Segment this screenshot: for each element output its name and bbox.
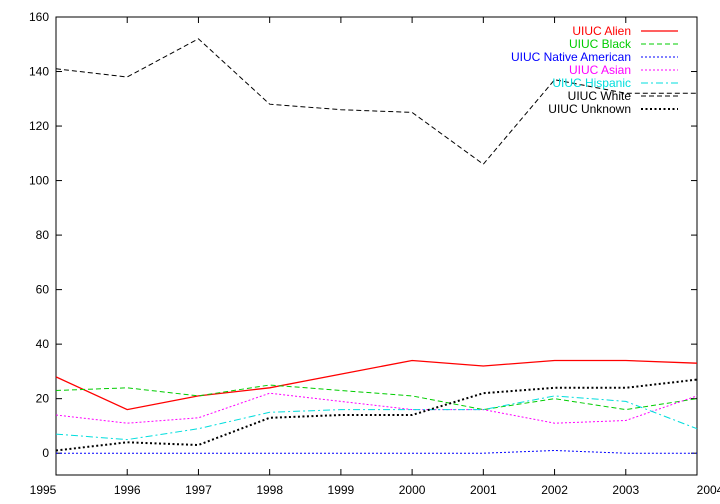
x-tick-label: 1997 [185, 483, 212, 497]
legend-label: UIUC Unknown [548, 102, 631, 116]
series-line [56, 449, 697, 454]
y-tick-label: 140 [29, 65, 49, 79]
axis-ticks: 1995199619971998199920002001200220032004… [29, 10, 720, 497]
x-tick-label: 1996 [114, 483, 141, 497]
legend-label: UIUC Native American [511, 50, 631, 64]
series-line [55, 392, 698, 424]
series-layer [55, 38, 698, 454]
y-tick-label: 160 [29, 10, 49, 24]
legend-label: UIUC White [568, 89, 632, 103]
series-line [55, 384, 698, 411]
y-tick-label: 0 [42, 446, 49, 460]
y-tick-label: 80 [36, 228, 50, 242]
legend-label: UIUC Alien [572, 24, 631, 38]
x-tick-label: 2004 [697, 483, 720, 497]
y-tick-label: 60 [36, 283, 50, 297]
x-tick-label: 2002 [541, 483, 568, 497]
x-tick-label: 1999 [328, 483, 355, 497]
legend-label: UIUC Asian [569, 63, 631, 77]
y-tick-label: 20 [36, 392, 50, 406]
x-tick-label: 1995 [30, 483, 57, 497]
x-tick-label: 2001 [470, 483, 497, 497]
x-tick-label: 2000 [399, 483, 426, 497]
y-tick-label: 40 [36, 337, 50, 351]
legend-label: UIUC Black [569, 37, 632, 51]
series-line [55, 395, 698, 441]
plot-frame [55, 16, 698, 476]
series-line [55, 38, 697, 165]
y-tick-label: 120 [29, 119, 49, 133]
x-tick-label: 1998 [256, 483, 283, 497]
x-tick-label: 2003 [612, 483, 639, 497]
y-tick-label: 100 [29, 174, 49, 188]
series-line [55, 359, 698, 411]
legend-label: UIUC Hispanic [552, 76, 631, 90]
